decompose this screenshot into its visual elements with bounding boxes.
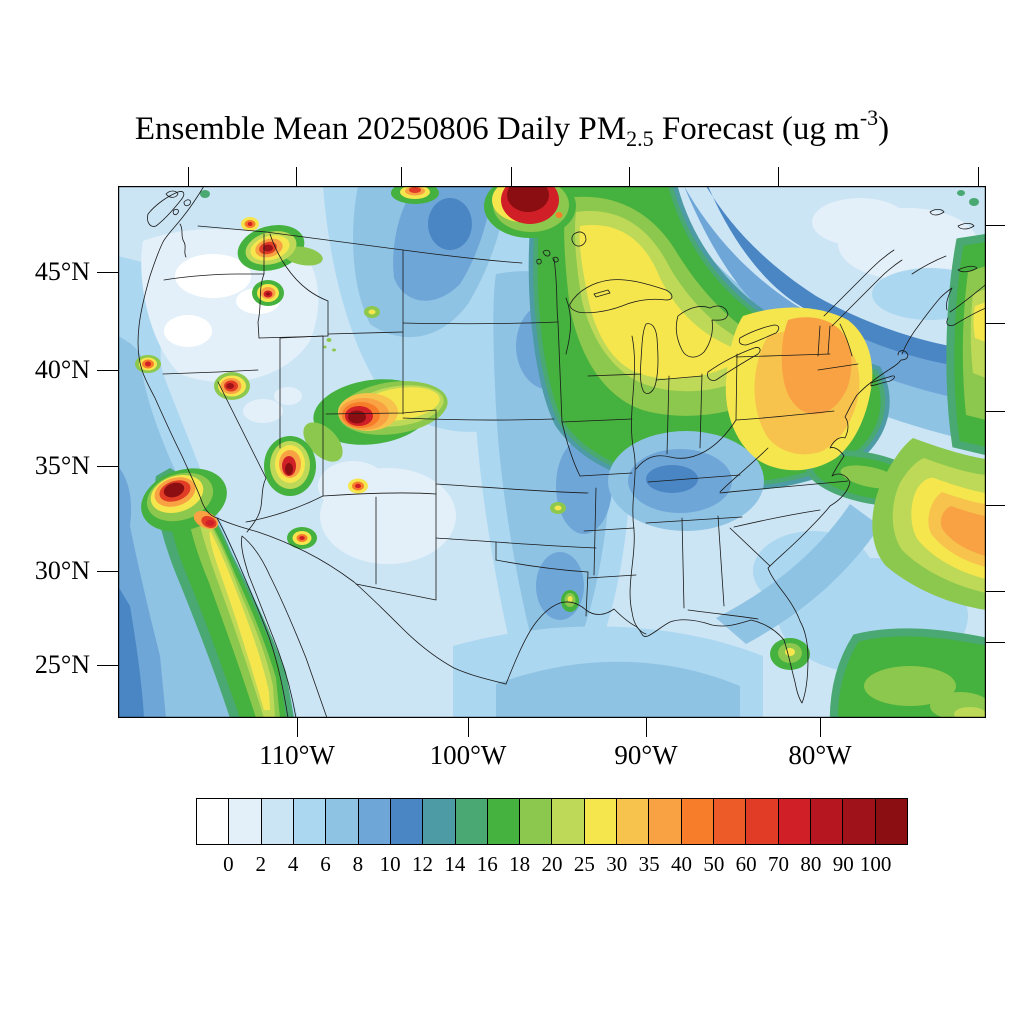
colorbar-level-label: 30 bbox=[606, 852, 628, 876]
field-east bbox=[550, 190, 986, 718]
lon-tick bbox=[296, 718, 298, 737]
lon-tick bbox=[819, 718, 821, 737]
colorbar-cell bbox=[520, 799, 553, 844]
colorbar-level-label: 80 bbox=[800, 852, 822, 876]
colorbar-cell bbox=[810, 799, 844, 844]
colorbar-level-label: 14 bbox=[444, 852, 466, 876]
title-text-2: Forecast (ug m bbox=[653, 111, 860, 147]
colorbar-level-label: 25 bbox=[573, 852, 595, 876]
colorbar-level-label: 18 bbox=[509, 852, 531, 876]
colorbar-level-label: 16 bbox=[476, 852, 498, 876]
title-subscript: 2.5 bbox=[626, 126, 654, 151]
colorbar-cell bbox=[552, 799, 585, 844]
lon-tick bbox=[645, 718, 647, 737]
right-tick bbox=[986, 590, 1005, 592]
colorbar-cell bbox=[875, 799, 907, 844]
forecast-map bbox=[118, 186, 986, 718]
colorbar-cell bbox=[584, 799, 618, 844]
lon-tick-label: 80°W bbox=[788, 740, 852, 770]
colorbar-level-label: 60 bbox=[735, 852, 757, 876]
colorbar-cell bbox=[229, 799, 262, 844]
colorbar-cell bbox=[390, 799, 424, 844]
colorbar-level-label: 4 bbox=[287, 852, 299, 876]
title-superscript: -3 bbox=[859, 105, 879, 130]
lon-tick bbox=[467, 718, 469, 737]
hotspots-west bbox=[135, 186, 576, 549]
map-border bbox=[118, 186, 986, 718]
colorbar-cell bbox=[293, 799, 327, 844]
colorbar-level-label: 35 bbox=[638, 852, 660, 876]
lat-tick bbox=[97, 271, 118, 273]
ohio-valley-blues bbox=[608, 431, 764, 531]
colorbar-level-label: 0 bbox=[223, 852, 234, 876]
top-tick bbox=[400, 167, 402, 186]
right-tick bbox=[986, 224, 1005, 226]
colorbar-level-label: 50 bbox=[703, 852, 725, 876]
lon-tick-label: 110°W bbox=[259, 740, 335, 770]
lon-tick-label: 100°W bbox=[429, 740, 507, 770]
top-tick bbox=[628, 167, 630, 186]
colorbar-cell bbox=[681, 799, 714, 844]
field-blues bbox=[323, 186, 986, 718]
colorbar-level-label: 6 bbox=[320, 852, 331, 876]
colorbar-cell bbox=[843, 799, 876, 844]
colorbar-cell bbox=[746, 799, 779, 844]
lat-tick-label: 30°N bbox=[34, 556, 90, 585]
lat-tick-label: 40°N bbox=[34, 355, 90, 384]
colorbar-level-label: 12 bbox=[412, 852, 434, 876]
colorbar-level-label: 90 bbox=[832, 852, 854, 876]
lon-tick-label: 90°W bbox=[614, 740, 678, 770]
figure-title: Ensemble Mean 20250806 Daily PM2.5 Forec… bbox=[60, 105, 964, 152]
right-tick bbox=[986, 504, 1005, 506]
lat-tick bbox=[97, 664, 118, 666]
top-tick bbox=[295, 167, 297, 186]
right-tick bbox=[986, 322, 1005, 324]
lat-tick bbox=[97, 570, 118, 572]
colorbar-level-label: 2 bbox=[255, 852, 266, 876]
colorbar-cell bbox=[649, 799, 682, 844]
colorbar-level-label: 100 bbox=[859, 852, 892, 876]
colorbar-level-label: 20 bbox=[541, 852, 563, 876]
colorbar-cell bbox=[326, 799, 359, 844]
colorbar-cell bbox=[261, 799, 294, 844]
colorbar bbox=[196, 798, 908, 845]
top-tick bbox=[777, 167, 779, 186]
lat-tick-label: 35°N bbox=[34, 451, 90, 480]
baja-green-band bbox=[154, 468, 294, 718]
colorbar-cell bbox=[714, 799, 747, 844]
colorbar-cell bbox=[197, 799, 230, 844]
right-tick bbox=[986, 410, 1005, 412]
colorbar-cell bbox=[617, 799, 650, 844]
top-tick bbox=[187, 167, 189, 186]
title-text: Ensemble Mean 20250806 Daily PM bbox=[134, 111, 627, 147]
lat-tick bbox=[97, 465, 118, 467]
title-text-3: ) bbox=[878, 111, 890, 147]
right-tick bbox=[986, 641, 1005, 643]
colorbar-level-label: 8 bbox=[352, 852, 364, 876]
colorbar-level-label: 10 bbox=[379, 852, 401, 876]
lat-tick-label: 25°N bbox=[34, 650, 90, 679]
colorbar-level-label: 40 bbox=[670, 852, 692, 876]
top-tick bbox=[510, 167, 512, 186]
colorbar-cell bbox=[423, 799, 456, 844]
map-canvas bbox=[118, 186, 986, 718]
lat-tick bbox=[97, 369, 118, 371]
lat-tick-label: 45°N bbox=[34, 257, 90, 286]
top-tick bbox=[977, 167, 979, 186]
colorbar-cell bbox=[455, 799, 488, 844]
colorbar-cell bbox=[487, 799, 521, 844]
colorbar-level-label: 70 bbox=[768, 852, 790, 876]
colorbar-cell bbox=[778, 799, 811, 844]
boundaries bbox=[137, 186, 986, 718]
colorbar-cell bbox=[358, 799, 391, 844]
